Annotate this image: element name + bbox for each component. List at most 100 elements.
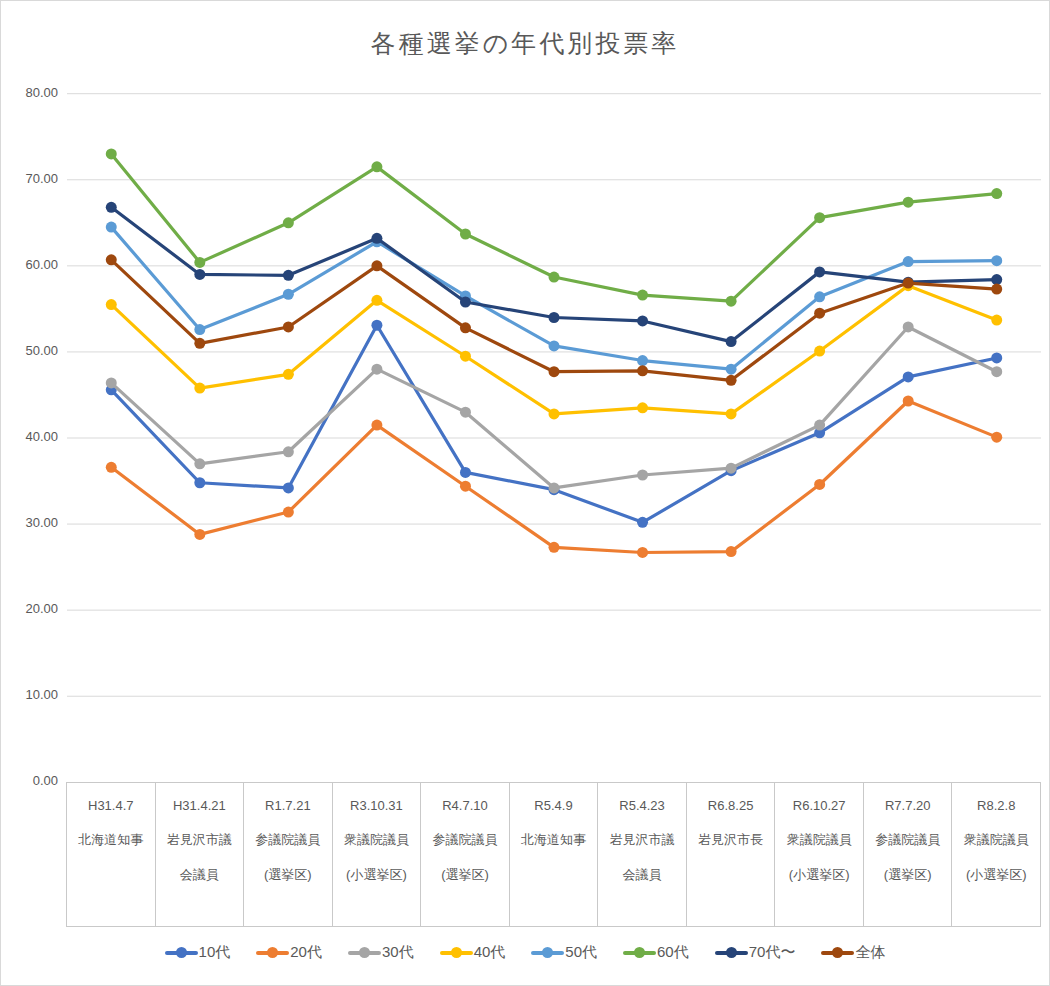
data-point-全体[interactable] <box>283 321 294 332</box>
data-point-30代[interactable] <box>814 420 825 431</box>
category-name: 岩見沢市長 <box>698 822 764 857</box>
data-point-40代[interactable] <box>814 346 825 357</box>
data-point-60代[interactable] <box>726 296 737 307</box>
data-point-70代〜[interactable] <box>106 202 117 213</box>
legend-item-70代〜[interactable]: 70代〜 <box>715 943 796 962</box>
data-point-40代[interactable] <box>283 369 294 380</box>
data-point-60代[interactable] <box>106 148 117 159</box>
data-point-20代[interactable] <box>283 507 294 518</box>
data-point-60代[interactable] <box>283 217 294 228</box>
data-point-全体[interactable] <box>903 278 914 289</box>
data-point-全体[interactable] <box>194 338 205 349</box>
data-point-全体[interactable] <box>726 375 737 386</box>
data-point-全体[interactable] <box>991 284 1002 295</box>
data-point-60代[interactable] <box>194 257 205 268</box>
legend-marker-icon <box>531 946 564 959</box>
data-point-70代〜[interactable] <box>637 315 648 326</box>
legend-item-全体[interactable]: 全体 <box>821 943 885 962</box>
data-point-60代[interactable] <box>991 188 1002 199</box>
data-point-50代[interactable] <box>991 255 1002 266</box>
data-point-30代[interactable] <box>194 458 205 469</box>
data-point-60代[interactable] <box>549 272 560 283</box>
data-point-全体[interactable] <box>637 365 648 376</box>
data-point-10代[interactable] <box>637 517 648 528</box>
data-point-60代[interactable] <box>903 197 914 208</box>
legend-item-60代[interactable]: 60代 <box>623 943 689 962</box>
data-point-全体[interactable] <box>549 366 560 377</box>
data-point-10代[interactable] <box>991 352 1002 363</box>
y-tick-label: 20.00 <box>1 601 58 616</box>
data-point-70代〜[interactable] <box>991 274 1002 285</box>
data-point-20代[interactable] <box>726 546 737 557</box>
data-point-30代[interactable] <box>283 446 294 457</box>
data-point-30代[interactable] <box>726 463 737 474</box>
data-point-20代[interactable] <box>460 481 471 492</box>
data-point-20代[interactable] <box>371 420 382 431</box>
data-point-50代[interactable] <box>637 355 648 366</box>
data-point-30代[interactable] <box>460 407 471 418</box>
data-point-30代[interactable] <box>637 470 648 481</box>
data-point-70代〜[interactable] <box>460 297 471 308</box>
category-date: R6.8.25 <box>698 792 764 820</box>
data-point-20代[interactable] <box>549 542 560 553</box>
data-point-60代[interactable] <box>637 290 648 301</box>
data-point-70代〜[interactable] <box>726 336 737 347</box>
data-point-20代[interactable] <box>106 462 117 473</box>
data-point-10代[interactable] <box>371 320 382 331</box>
category-date: H31.4.21 <box>167 792 233 820</box>
data-point-40代[interactable] <box>460 351 471 362</box>
data-point-30代[interactable] <box>106 377 117 388</box>
data-point-30代[interactable] <box>991 366 1002 377</box>
category-cell: R8.2.8衆議院議員(小選挙区) <box>952 783 1040 926</box>
data-point-全体[interactable] <box>371 260 382 271</box>
data-point-40代[interactable] <box>726 408 737 419</box>
data-point-70代〜[interactable] <box>283 270 294 281</box>
data-point-40代[interactable] <box>371 295 382 306</box>
legend-item-40代[interactable]: 40代 <box>440 943 506 962</box>
data-point-30代[interactable] <box>549 482 560 493</box>
data-point-全体[interactable] <box>814 308 825 319</box>
legend-item-10代[interactable]: 10代 <box>165 943 231 962</box>
data-point-20代[interactable] <box>814 479 825 490</box>
category-cell: R6.10.27衆議院議員(小選挙区) <box>775 783 864 926</box>
data-point-全体[interactable] <box>106 254 117 265</box>
data-point-50代[interactable] <box>726 364 737 375</box>
x-axis-category-table: H31.4.7北海道知事H31.4.21岩見沢市議会議員R1.7.21参議院議員… <box>66 782 1041 927</box>
data-point-50代[interactable] <box>903 256 914 267</box>
data-point-30代[interactable] <box>903 321 914 332</box>
data-point-40代[interactable] <box>549 408 560 419</box>
legend-item-20代[interactable]: 20代 <box>256 943 322 962</box>
data-point-10代[interactable] <box>283 482 294 493</box>
data-point-10代[interactable] <box>460 467 471 478</box>
data-point-20代[interactable] <box>637 547 648 558</box>
legend-item-50代[interactable]: 50代 <box>531 943 597 962</box>
data-point-50代[interactable] <box>549 340 560 351</box>
data-point-70代〜[interactable] <box>371 233 382 244</box>
category-cell: R7.7.20参議院議員(選挙区) <box>864 783 953 926</box>
data-point-60代[interactable] <box>371 161 382 172</box>
legend: 10代 20代 30代 40代 50代 60代 70代〜 全体 <box>1 943 1049 962</box>
data-point-40代[interactable] <box>991 315 1002 326</box>
data-point-50代[interactable] <box>194 324 205 335</box>
data-point-60代[interactable] <box>460 229 471 240</box>
data-point-20代[interactable] <box>194 529 205 540</box>
data-point-50代[interactable] <box>283 289 294 300</box>
data-point-50代[interactable] <box>106 222 117 233</box>
data-point-50代[interactable] <box>814 291 825 302</box>
data-point-20代[interactable] <box>903 395 914 406</box>
data-point-40代[interactable] <box>106 299 117 310</box>
data-point-30代[interactable] <box>371 364 382 375</box>
data-point-10代[interactable] <box>194 477 205 488</box>
legend-marker-icon <box>715 946 748 959</box>
data-point-70代〜[interactable] <box>814 266 825 277</box>
data-point-70代〜[interactable] <box>194 269 205 280</box>
data-point-70代〜[interactable] <box>549 312 560 323</box>
data-point-60代[interactable] <box>814 212 825 223</box>
legend-item-30代[interactable]: 30代 <box>348 943 414 962</box>
data-point-40代[interactable] <box>637 402 648 413</box>
data-point-全体[interactable] <box>460 322 471 333</box>
data-point-10代[interactable] <box>903 371 914 382</box>
data-point-40代[interactable] <box>194 383 205 394</box>
data-point-20代[interactable] <box>991 432 1002 443</box>
category-date: R4.7.10 <box>432 792 498 820</box>
